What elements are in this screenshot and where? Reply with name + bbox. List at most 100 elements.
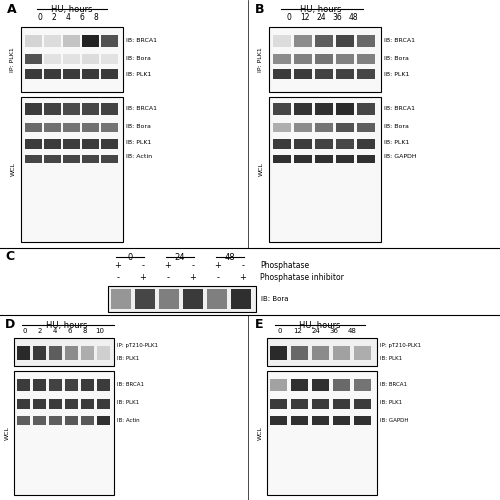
Bar <box>267 371 377 495</box>
Bar <box>336 35 354 47</box>
Bar <box>315 155 333 163</box>
Text: 48: 48 <box>348 328 356 334</box>
Bar <box>336 123 354 132</box>
Bar <box>101 35 118 47</box>
Bar <box>312 379 329 391</box>
Text: IB: PLK1: IB: PLK1 <box>117 400 139 406</box>
Text: 0: 0 <box>278 328 282 334</box>
Text: IB: Bora: IB: Bora <box>261 296 288 302</box>
Text: -: - <box>192 262 194 270</box>
Text: 36: 36 <box>330 328 338 334</box>
Text: IP: PLK1: IP: PLK1 <box>10 47 16 72</box>
Bar <box>357 155 375 163</box>
Bar <box>333 379 350 391</box>
Bar <box>82 139 99 149</box>
Text: IB: Bora: IB: Bora <box>126 124 151 128</box>
Text: E: E <box>255 318 264 331</box>
Bar <box>25 123 42 132</box>
Text: 8: 8 <box>94 13 98 22</box>
Text: WCL: WCL <box>258 426 262 440</box>
Text: HU, hours: HU, hours <box>300 5 342 14</box>
Bar <box>294 69 312 79</box>
Bar <box>44 103 61 115</box>
Bar <box>33 346 46 360</box>
Bar <box>44 155 61 163</box>
Text: IB: BRCA1: IB: BRCA1 <box>384 38 415 44</box>
Text: -: - <box>242 262 244 270</box>
Text: 36: 36 <box>332 13 342 22</box>
Text: IB: PLK1: IB: PLK1 <box>117 356 139 360</box>
Bar <box>65 399 78 409</box>
Bar <box>354 416 371 425</box>
Bar <box>267 338 377 366</box>
Bar <box>25 69 42 79</box>
Bar <box>97 399 110 409</box>
Text: IB: PLK1: IB: PLK1 <box>126 72 152 76</box>
Bar <box>291 379 308 391</box>
Text: IB: GAPDH: IB: GAPDH <box>384 154 416 160</box>
Bar <box>315 54 333 64</box>
Bar <box>333 346 350 360</box>
Text: 2: 2 <box>52 13 57 22</box>
Bar <box>183 289 203 309</box>
Text: 12: 12 <box>300 13 310 22</box>
Text: 4: 4 <box>66 13 70 22</box>
Text: 24: 24 <box>312 328 320 334</box>
Bar <box>354 379 371 391</box>
Text: WCL: WCL <box>4 426 10 440</box>
Text: IB: PLK1: IB: PLK1 <box>126 140 152 145</box>
Bar <box>97 416 110 425</box>
Text: 24: 24 <box>316 13 326 22</box>
Bar <box>108 286 256 312</box>
Bar <box>33 416 46 425</box>
Text: +: + <box>190 274 196 282</box>
Bar <box>81 399 94 409</box>
Bar <box>357 123 375 132</box>
Bar <box>97 379 110 391</box>
Text: -: - <box>142 262 144 270</box>
Bar <box>14 371 114 495</box>
Bar <box>101 69 118 79</box>
Text: HU, hours: HU, hours <box>299 321 341 330</box>
Bar <box>294 123 312 132</box>
Bar <box>82 54 99 64</box>
Text: Phosphatase inhibitor: Phosphatase inhibitor <box>260 274 344 282</box>
Bar <box>33 379 46 391</box>
Text: IB: Actin: IB: Actin <box>117 418 140 422</box>
Text: 6: 6 <box>80 13 84 22</box>
Bar <box>273 69 291 79</box>
Text: 48: 48 <box>224 253 235 262</box>
Bar <box>17 416 30 425</box>
Bar <box>63 155 80 163</box>
Bar <box>44 35 61 47</box>
Bar <box>333 399 350 409</box>
Bar <box>49 346 62 360</box>
Text: IB: GAPDH: IB: GAPDH <box>380 418 408 422</box>
Bar <box>81 379 94 391</box>
Bar <box>81 416 94 425</box>
Bar <box>63 123 80 132</box>
Bar <box>101 139 118 149</box>
Bar <box>357 35 375 47</box>
Text: IB: BRCA1: IB: BRCA1 <box>384 106 415 112</box>
Bar <box>63 139 80 149</box>
Bar <box>207 289 227 309</box>
Text: C: C <box>5 250 14 263</box>
Bar <box>82 103 99 115</box>
Text: IB: BRCA1: IB: BRCA1 <box>380 382 407 388</box>
Text: D: D <box>5 318 15 331</box>
Bar <box>25 54 42 64</box>
Bar <box>354 399 371 409</box>
Bar <box>269 27 381 92</box>
Text: IP: pT210-PLK1: IP: pT210-PLK1 <box>380 344 421 348</box>
Text: HU, hours: HU, hours <box>46 321 88 330</box>
Bar <box>97 346 110 360</box>
Text: 2: 2 <box>38 328 42 334</box>
Bar <box>273 139 291 149</box>
Bar <box>44 54 61 64</box>
Bar <box>25 155 42 163</box>
Bar <box>63 69 80 79</box>
Text: -: - <box>216 274 220 282</box>
Bar <box>270 346 287 360</box>
Bar <box>14 338 114 366</box>
